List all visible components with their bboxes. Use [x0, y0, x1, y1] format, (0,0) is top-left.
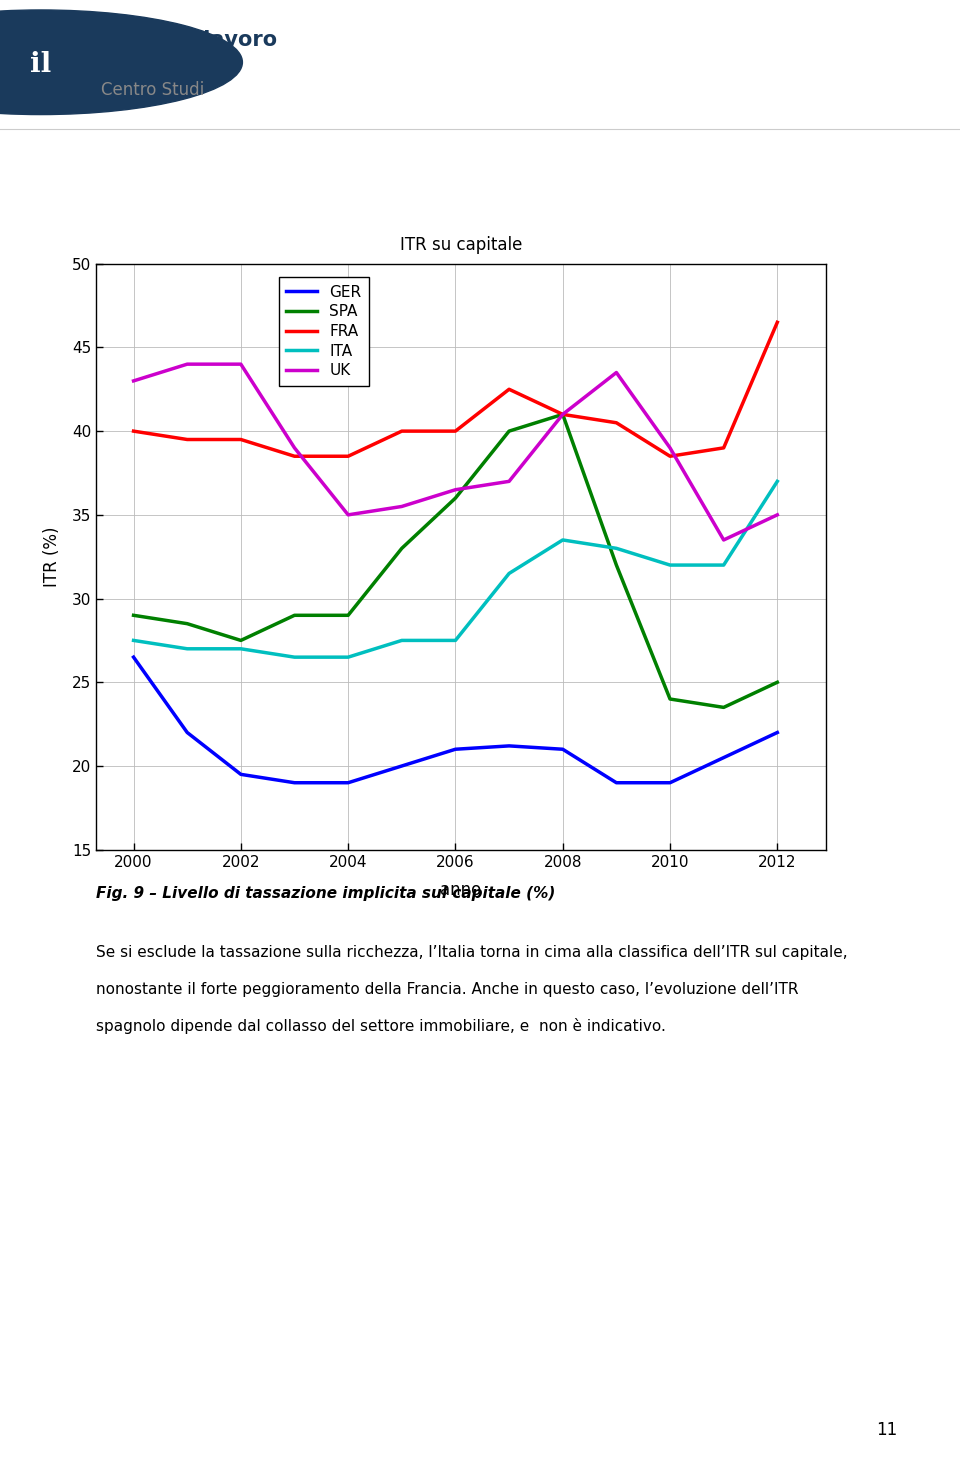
Text: Fig. 9 – Livello di tassazione implicita sul capitale (%): Fig. 9 – Livello di tassazione implicita…	[96, 886, 556, 901]
Text: il: il	[30, 51, 52, 78]
X-axis label: anno: anno	[441, 880, 481, 898]
Legend: GER, SPA, FRA, ITA, UK: GER, SPA, FRA, ITA, UK	[278, 277, 369, 385]
Title: ITR su capitale: ITR su capitale	[399, 236, 522, 253]
Text: spagnolo dipende dal collasso del settore immobiliare, e  non è indicativo.: spagnolo dipende dal collasso del settor…	[96, 1018, 666, 1034]
Text: Centro Studi: Centro Studi	[101, 81, 204, 98]
Text: nonostante il forte peggioramento della Francia. Anche in questo caso, l’evoluzi: nonostante il forte peggioramento della …	[96, 982, 799, 996]
Text: Se si esclude la tassazione sulla ricchezza, l’Italia torna in cima alla classif: Se si esclude la tassazione sulla ricche…	[96, 945, 848, 960]
Text: 11: 11	[876, 1421, 898, 1439]
Y-axis label: ITR (%): ITR (%)	[42, 526, 60, 587]
Circle shape	[0, 10, 242, 114]
Text: impresa lavoro: impresa lavoro	[101, 29, 276, 50]
